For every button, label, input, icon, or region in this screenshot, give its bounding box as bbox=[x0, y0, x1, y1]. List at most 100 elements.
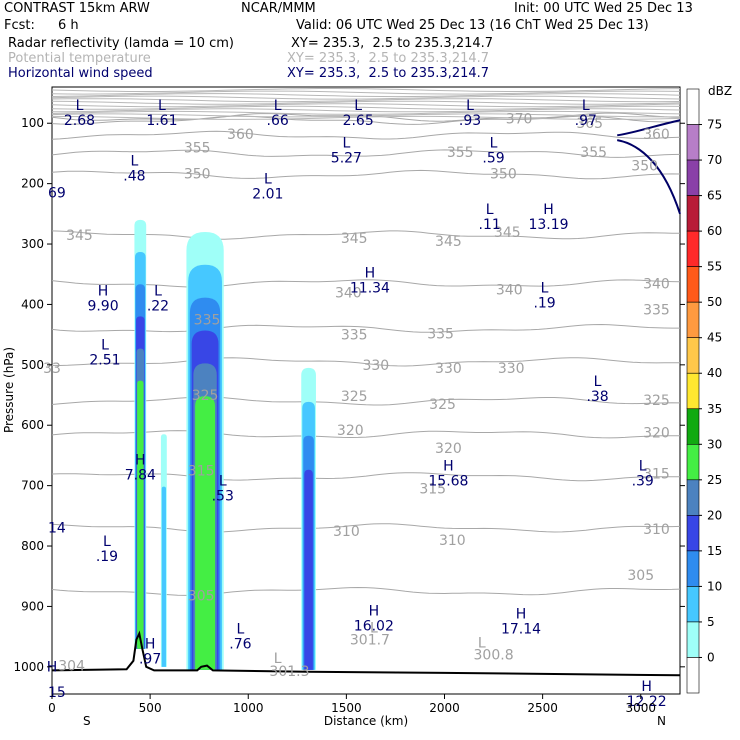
field-xy-wind: XY= 235.3, 2.5 to 235.3,214.7 bbox=[287, 66, 490, 81]
wind-extremum-value: .19 bbox=[96, 549, 118, 565]
wind-extremum-value: 2.51 bbox=[89, 353, 120, 369]
wind-extremum-marker: L bbox=[264, 172, 272, 188]
colorbar-swatch bbox=[686, 621, 700, 658]
theta-label: 335 bbox=[643, 302, 670, 318]
theta-label: 345 bbox=[494, 225, 521, 241]
theta-isentrope bbox=[51, 396, 681, 406]
theta-extremum-marker: L bbox=[274, 651, 282, 667]
colorbar-tick-label: 75 bbox=[707, 118, 722, 132]
wind-extremum-value: .93 bbox=[459, 113, 481, 129]
y-tick-label: 300 bbox=[21, 237, 44, 251]
forecast-label: Fcst: bbox=[4, 18, 35, 33]
theta-label: 310 bbox=[439, 533, 466, 549]
wind-extremum-marker: L bbox=[466, 98, 474, 114]
theta-isentrope bbox=[51, 430, 681, 439]
model-title: CONTRAST 15km ARW bbox=[4, 1, 150, 16]
wind-extremum-marker: H bbox=[365, 265, 376, 281]
theta-label: 305 bbox=[188, 589, 215, 605]
x-tick-label: 2000 bbox=[429, 701, 460, 715]
wind-edge-label: 69 bbox=[48, 186, 66, 202]
wind-edge-label: H bbox=[47, 660, 58, 676]
theta-label: 345 bbox=[66, 228, 93, 244]
theta-label: 320 bbox=[435, 441, 462, 457]
colorbar-swatch bbox=[686, 230, 700, 267]
wind-extremum-marker: H bbox=[369, 603, 380, 619]
colorbar-swatch bbox=[686, 266, 700, 303]
y-tick-label: 400 bbox=[21, 297, 44, 311]
wind-extremum-value: 12.22 bbox=[627, 694, 667, 710]
x-axis-label: Distance (km) bbox=[324, 714, 408, 728]
terrain-line bbox=[51, 630, 681, 677]
colorbar-tick-label: 55 bbox=[707, 260, 722, 274]
theta-isentrope bbox=[51, 98, 681, 103]
theta-label: 335 bbox=[427, 326, 454, 342]
theta-label: 340 bbox=[643, 276, 670, 292]
colorbar-tick-label: 60 bbox=[707, 224, 722, 238]
field-name-wind: Horizontal wind speed bbox=[8, 66, 153, 81]
colorbar-swatch bbox=[686, 443, 700, 481]
wind-extremum-marker: L bbox=[354, 98, 362, 114]
colorbar-tick-label: 35 bbox=[707, 402, 722, 416]
wind-extremum-value: 1.61 bbox=[146, 113, 177, 129]
theta-label: 325 bbox=[643, 393, 670, 409]
y-tick-label: 100 bbox=[21, 116, 44, 130]
y-tick-label: 500 bbox=[21, 358, 44, 372]
theta-isentrope bbox=[51, 100, 681, 105]
theta-isentrope bbox=[51, 230, 681, 240]
theta-label: 345 bbox=[435, 234, 462, 250]
plot-frame bbox=[51, 86, 681, 695]
wind-extremum-value: .97 bbox=[575, 113, 597, 129]
theta-label: 355 bbox=[580, 145, 607, 161]
theta-label: 320 bbox=[337, 423, 364, 439]
theta-label: 325 bbox=[192, 388, 219, 404]
wind-extremum-value: .66 bbox=[267, 113, 289, 129]
theta-isentrope bbox=[51, 105, 681, 110]
theta-isentrope bbox=[51, 95, 681, 100]
colorbar-tick-label: 45 bbox=[707, 331, 722, 345]
x-tick-label: 0 bbox=[48, 701, 56, 715]
y-tick-label: 700 bbox=[21, 479, 44, 493]
theta-label: 315 bbox=[419, 482, 446, 498]
theta-isentrope bbox=[51, 110, 681, 115]
y-tick-label: 1000 bbox=[13, 660, 44, 674]
theta-isentrope bbox=[51, 115, 681, 120]
wind-edge-label: 14 bbox=[48, 521, 66, 537]
wind-edge-label: 15 bbox=[48, 685, 66, 701]
wind-extremum-value: 2.65 bbox=[343, 113, 374, 129]
colorbar-tick-label: 0 bbox=[707, 650, 715, 664]
wind-extremum-marker: H bbox=[641, 679, 652, 695]
theta-label: 304 bbox=[58, 659, 85, 675]
wind-extremum-marker: H bbox=[145, 637, 156, 653]
colorbar-tick-label: 15 bbox=[707, 544, 722, 558]
wind-extremum-value: 7.84 bbox=[125, 467, 156, 483]
wind-extremum-marker: L bbox=[582, 98, 590, 114]
theta-label: 301.7 bbox=[350, 633, 390, 649]
wind-extremum-value: 15.68 bbox=[428, 474, 468, 490]
field-xy-reflectivity: XY= 235.3, 2.5 to 235.3,214.7 bbox=[291, 36, 494, 51]
wind-extremum-marker: L bbox=[274, 98, 282, 114]
wind-extremum-marker: L bbox=[76, 98, 84, 114]
theta-label: 340 bbox=[496, 282, 523, 298]
theta-label: 355 bbox=[447, 145, 474, 161]
wind-extremum-marker: L bbox=[103, 534, 111, 550]
theta-label: 325 bbox=[341, 389, 368, 405]
theta-label: 300.8 bbox=[474, 648, 514, 664]
theta-isentrope bbox=[51, 169, 681, 180]
colorbar-swatch bbox=[686, 195, 700, 232]
colorbar-swatch bbox=[686, 586, 700, 623]
wind-extremum-value: .19 bbox=[533, 295, 555, 311]
colorbar-tick-label: 50 bbox=[707, 295, 722, 309]
theta-label: 301.3 bbox=[269, 664, 309, 680]
colorbar-tick-label: 40 bbox=[707, 366, 722, 380]
theta-label: 335 bbox=[194, 313, 221, 329]
colorbar-swatch bbox=[686, 88, 700, 125]
wind-extremum-value: .76 bbox=[229, 637, 251, 653]
y-tick-label: 200 bbox=[21, 177, 44, 191]
wind-extremum-value: 11.34 bbox=[350, 280, 390, 296]
theta-label: 350 bbox=[631, 159, 658, 175]
valid-time: Valid: 06 UTC Wed 25 Dec 13 (16 ChT Wed … bbox=[296, 18, 649, 33]
x-end-label-north: N bbox=[657, 714, 666, 728]
colorbar-tick-label: 25 bbox=[707, 473, 722, 487]
theta-label: 330 bbox=[498, 361, 525, 377]
colorbar-swatch bbox=[686, 159, 700, 196]
